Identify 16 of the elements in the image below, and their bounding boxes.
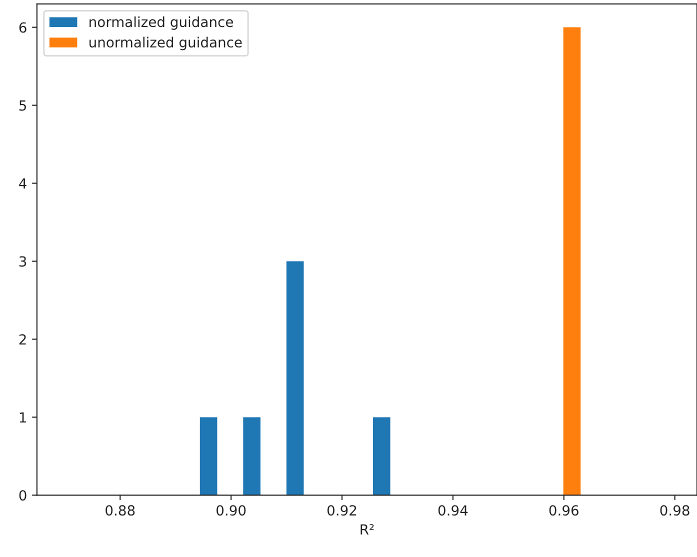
y-tick-label: 2 <box>19 334 26 344</box>
x-tick-label: 0.90 <box>216 505 246 516</box>
x-tick-label: 0.92 <box>327 505 356 516</box>
y-tick-label: 3 <box>19 256 26 267</box>
x-tick-label: 0.98 <box>660 505 690 516</box>
x-tick-label: 0.96 <box>549 505 578 516</box>
x-axis-title: R² <box>360 524 374 534</box>
y-tick-label: 4 <box>19 178 26 189</box>
legend-label: unormalized guidance <box>90 36 242 50</box>
y-tick-label: 0 <box>19 490 26 501</box>
x-tick-label: 0.94 <box>438 505 468 516</box>
y-tick-label: 5 <box>19 100 26 111</box>
y-tick-label: 1 <box>20 412 26 422</box>
y-tick-label: 6 <box>19 22 26 33</box>
legend-label: normalized guidance <box>90 16 233 30</box>
x-tick-label: 0.88 <box>106 505 135 516</box>
